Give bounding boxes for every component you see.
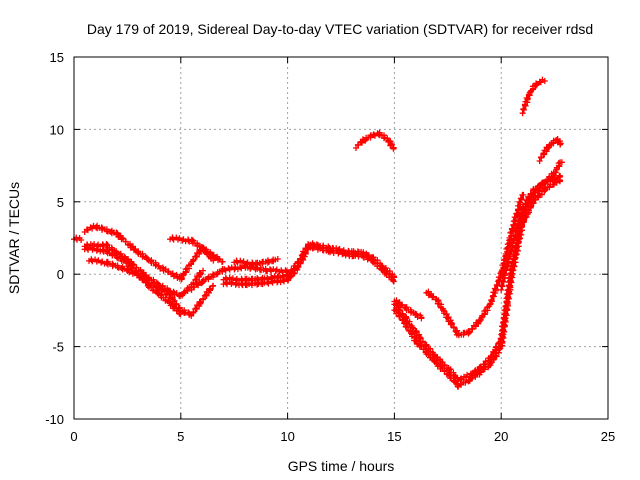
y-tick-label: -10 (45, 412, 64, 427)
series-arc-14 (391, 297, 425, 322)
y-axis-label: SDTVAR / TECUs (6, 182, 22, 294)
x-tick-label: 5 (177, 429, 184, 444)
series-arc-7 (188, 262, 290, 293)
series-arc-17 (519, 76, 548, 117)
series-arc-5 (86, 256, 217, 319)
series-markers (231, 256, 281, 268)
x-tick-label: 10 (280, 429, 294, 444)
x-tick-label: 15 (387, 429, 401, 444)
series-markers (498, 159, 565, 293)
series-markers (71, 234, 85, 243)
y-tick-label: 10 (50, 122, 64, 137)
series-markers (423, 191, 527, 339)
y-tick-label: 15 (50, 50, 64, 65)
x-tick-label: 0 (70, 429, 77, 444)
series-markers (519, 76, 548, 117)
series-arc-16 (498, 159, 565, 293)
y-tick-label: 5 (57, 195, 64, 210)
chart-title: Day 179 of 2019, Sidereal Day-to-day VTE… (87, 21, 593, 37)
series-markers (391, 177, 564, 390)
series-arc-18 (536, 136, 564, 164)
y-tick-label: 0 (57, 267, 64, 282)
series-markers (81, 222, 217, 283)
data-marks (71, 76, 565, 390)
series-markers (86, 256, 217, 319)
series-arc-3 (81, 244, 184, 318)
x-axis-label: GPS time / hours (288, 458, 395, 474)
series-arc-6 (167, 234, 226, 265)
series-arc-15 (423, 191, 527, 339)
series-markers (391, 172, 564, 385)
series-arc-2 (81, 222, 217, 283)
x-tick-label: 20 (494, 429, 508, 444)
plot-frame (73, 56, 609, 420)
series-markers (81, 244, 184, 318)
series-markers (391, 297, 425, 322)
series-markers (220, 240, 398, 284)
y-tick-label: -5 (52, 340, 64, 355)
series-arc-13 (391, 177, 564, 390)
series-markers (188, 262, 290, 293)
series-arc-10 (220, 240, 398, 284)
series-markers (536, 136, 564, 164)
axis-ticks: 0 5 10 15 20 25 -10 -5 0 5 10 15 (45, 50, 615, 444)
x-tick-label: 25 (601, 429, 615, 444)
series-arc-12 (391, 172, 564, 385)
grid-lines (74, 57, 608, 419)
series-arc-11 (353, 129, 397, 152)
series-markers (353, 129, 397, 152)
series-arc-8 (231, 256, 281, 268)
series-markers (167, 234, 226, 265)
series-arc-1 (71, 234, 85, 243)
